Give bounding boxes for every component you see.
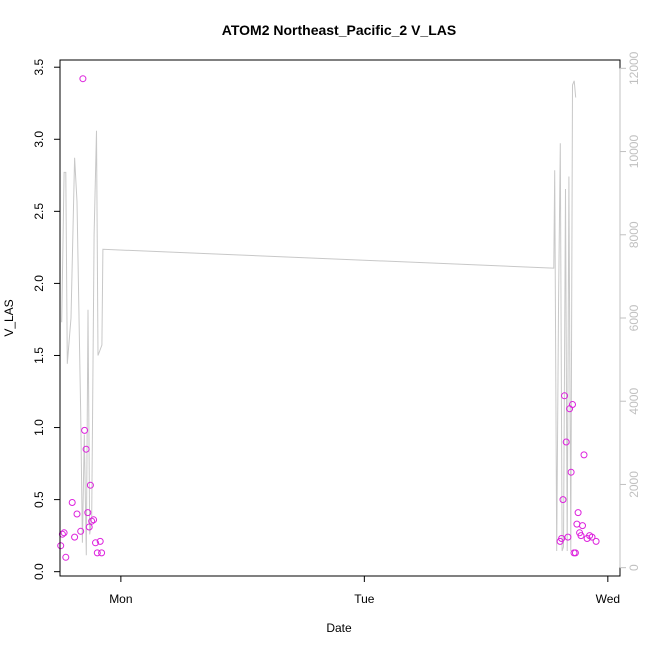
y-axis-label: V_LAS <box>2 299 16 336</box>
data-point <box>571 549 579 557</box>
y2-tick-label: 0 <box>627 564 641 571</box>
x-axis-label: Date <box>326 621 352 635</box>
data-point <box>564 533 572 541</box>
data-point <box>588 533 596 541</box>
y-tick-label: 2.5 <box>32 203 46 220</box>
data-point <box>98 549 106 557</box>
data-point <box>84 509 92 517</box>
x-tick-label: Mon <box>109 592 132 606</box>
data-point <box>562 438 570 446</box>
data-point <box>573 520 581 528</box>
y-tick-label: 0.0 <box>32 563 46 580</box>
data-point <box>90 516 98 524</box>
data-point <box>79 75 87 83</box>
y2-tick-label: 6000 <box>627 304 641 331</box>
y-tick-label: 0.5 <box>32 491 46 508</box>
series-line <box>61 80 577 556</box>
data-point <box>68 499 76 506</box>
data-point <box>577 532 585 540</box>
data-point <box>85 523 93 531</box>
data-point <box>88 517 96 525</box>
data-point <box>592 537 600 545</box>
y-tick-label: 3.5 <box>32 59 46 76</box>
data-point <box>569 401 576 408</box>
data-point <box>93 549 101 557</box>
data-point <box>574 509 582 517</box>
y-tick-label: 1.0 <box>32 419 46 436</box>
y2-tick-label: 8000 <box>627 221 641 248</box>
data-point <box>60 529 68 537</box>
data-point <box>96 537 104 545</box>
data-point <box>92 539 99 547</box>
x-tick-label: Wed <box>596 592 620 606</box>
y-tick-label: 1.5 <box>32 347 46 364</box>
data-point <box>81 426 89 434</box>
y2-tick-label: 10000 <box>627 135 641 169</box>
y2-tick-label: 4000 <box>627 388 641 415</box>
secondary-y-axis: 0 2000 4000 6000 8000 10000 12000 <box>619 51 641 571</box>
data-point <box>71 533 79 541</box>
x-tick-label: Tue <box>354 592 375 606</box>
data-point <box>86 481 94 489</box>
y-tick-label: 2.0 <box>32 275 46 292</box>
x-axis: Mon Tue Wed <box>109 575 620 606</box>
data-point <box>57 542 65 550</box>
y-tick-label: 3.0 <box>32 131 46 148</box>
data-point <box>58 530 66 538</box>
scatter-series <box>57 75 600 561</box>
data-point <box>579 522 586 530</box>
data-point <box>559 496 567 504</box>
data-point <box>82 445 90 453</box>
plot-area <box>59 59 621 577</box>
y2-tick-label: 12000 <box>627 51 641 85</box>
data-point <box>73 510 81 518</box>
data-point <box>561 392 568 400</box>
data-point <box>77 527 85 535</box>
chart-title: ATOM2 Northeast_Pacific_2 V_LAS <box>222 22 456 38</box>
y-axis: 0.0 0.5 1.0 1.5 2.0 2.5 3.0 3.5 <box>32 59 61 580</box>
secondary-line-series <box>61 80 577 556</box>
data-point <box>580 451 588 459</box>
data-point <box>558 535 566 542</box>
y2-tick-label: 2000 <box>627 471 641 498</box>
data-point <box>62 553 70 561</box>
data-point <box>567 468 575 476</box>
